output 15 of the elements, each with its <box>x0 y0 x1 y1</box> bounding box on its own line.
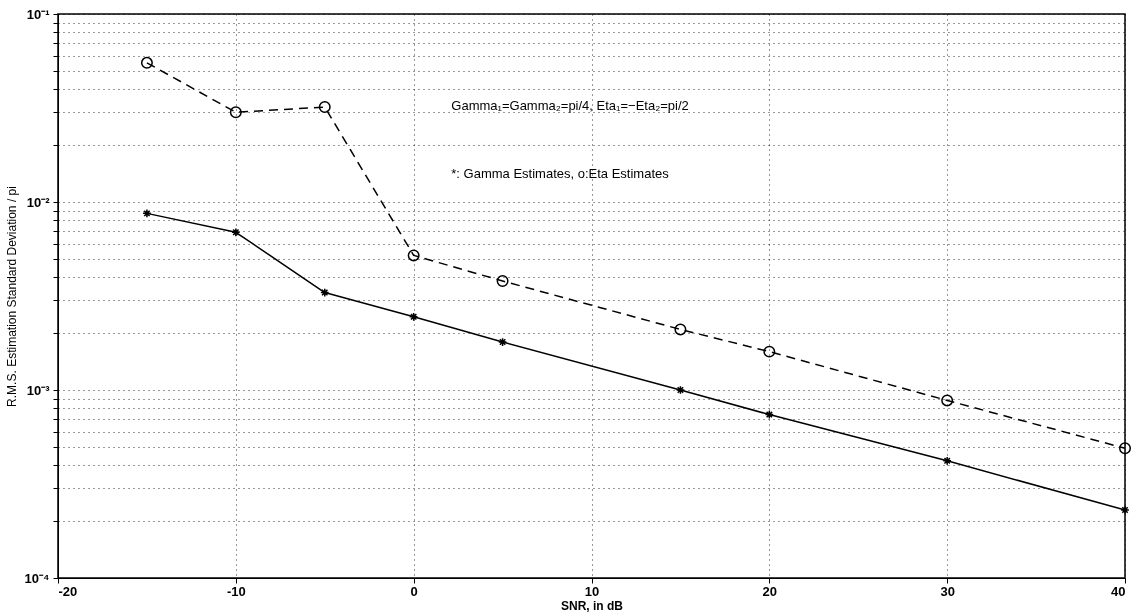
y-tick-label: 10⁻¹ <box>26 6 50 22</box>
y-tick-label: 10⁻⁴ <box>24 570 50 586</box>
x-tick-label: -10 <box>226 583 246 599</box>
x-tick-label: 30 <box>940 583 955 599</box>
x-axis-title: SNR, in dB <box>561 598 624 613</box>
y-axis-title: R.M.S. Estimation Standard Deviation / pi <box>4 186 19 407</box>
y-tick-label: 10⁻² <box>26 194 51 210</box>
x-tick-label: -20 <box>58 583 78 599</box>
x-tick-label: 10 <box>584 583 600 599</box>
y-tick-label: 10⁻³ <box>26 382 51 398</box>
x-tick-label: 40 <box>1111 583 1126 599</box>
annotation: *: Gamma Estimates, o:Eta Estimates <box>451 165 670 181</box>
x-tick-label: 0 <box>410 583 418 599</box>
x-tick-label: 20 <box>762 583 778 599</box>
annotation: Gamma₁=Gamma₂=pi/4, Eta₁=−Eta₂=pi/2 <box>451 98 689 114</box>
